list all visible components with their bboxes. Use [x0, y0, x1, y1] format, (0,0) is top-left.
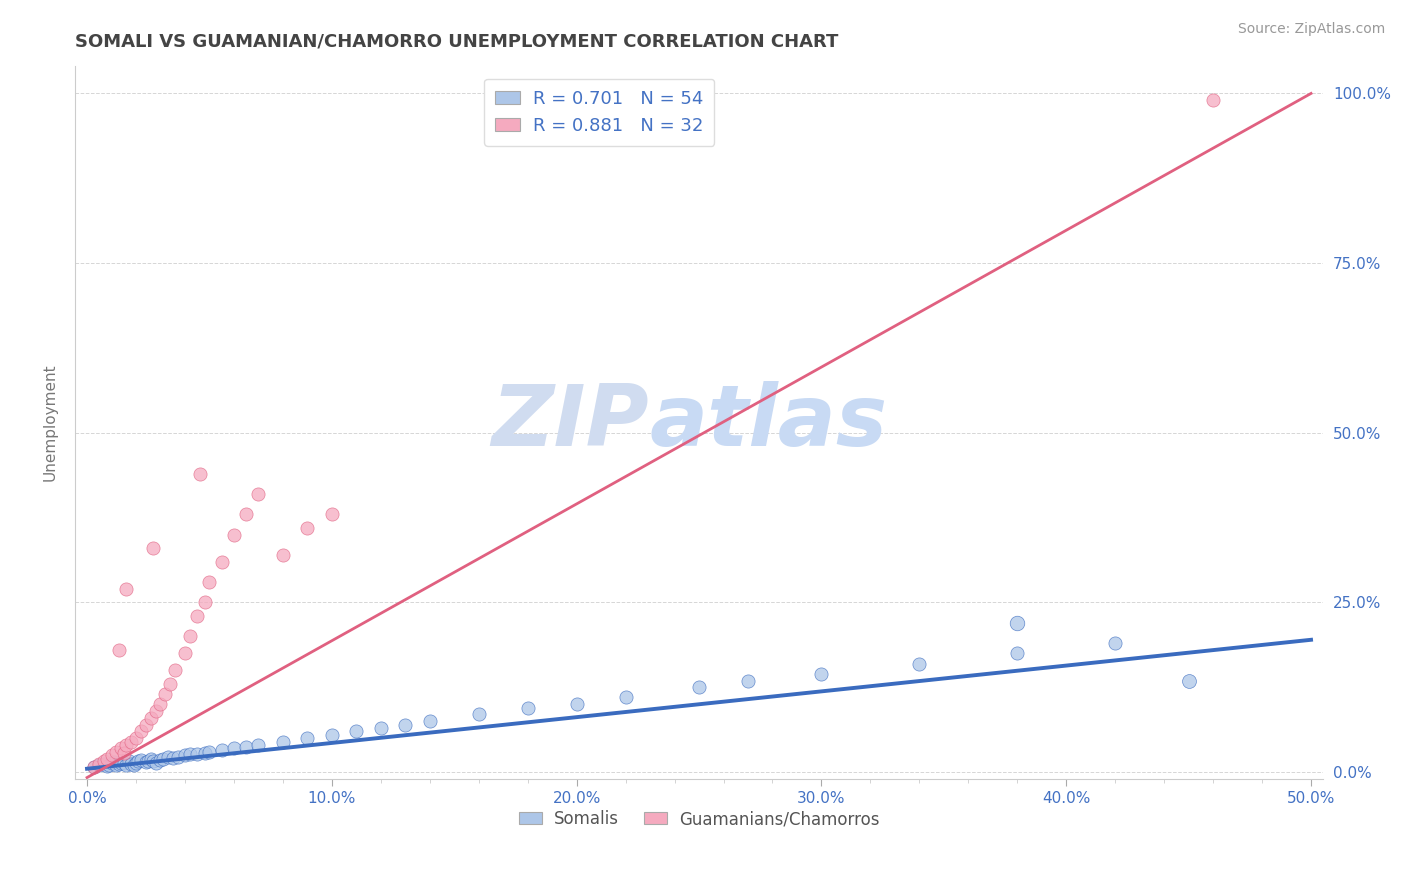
- Point: [1007, 646, 1029, 660]
- Point: [112, 746, 135, 760]
- Point: [297, 731, 319, 746]
- Point: [193, 595, 215, 609]
- Point: [198, 575, 221, 590]
- Point: [105, 758, 128, 772]
- Point: [211, 555, 233, 569]
- Point: [142, 541, 165, 556]
- Text: ZIP: ZIP: [492, 381, 650, 464]
- Point: [1177, 673, 1199, 688]
- Point: [166, 749, 188, 764]
- Point: [135, 755, 157, 769]
- Point: [115, 582, 138, 596]
- Point: [145, 704, 167, 718]
- Point: [165, 663, 187, 677]
- Point: [222, 741, 245, 756]
- Point: [394, 717, 416, 731]
- Point: [1202, 93, 1225, 107]
- Point: [89, 756, 111, 771]
- Point: [162, 751, 184, 765]
- Point: [89, 758, 111, 772]
- Point: [247, 738, 270, 752]
- Point: [129, 753, 152, 767]
- Point: [235, 507, 257, 521]
- Point: [688, 681, 710, 695]
- Point: [105, 745, 128, 759]
- Point: [186, 747, 208, 762]
- Point: [149, 698, 172, 712]
- Text: SOMALI VS GUAMANIAN/CHAMORRO UNEMPLOYMENT CORRELATION CHART: SOMALI VS GUAMANIAN/CHAMORRO UNEMPLOYMEN…: [75, 33, 838, 51]
- Point: [211, 743, 233, 757]
- Point: [174, 748, 197, 763]
- Point: [467, 707, 489, 722]
- Point: [110, 741, 132, 756]
- Point: [110, 756, 132, 770]
- Point: [614, 690, 637, 705]
- Point: [193, 746, 215, 760]
- Point: [271, 734, 294, 748]
- Point: [125, 731, 148, 746]
- Point: [145, 756, 167, 770]
- Point: [93, 754, 115, 768]
- Point: [120, 734, 142, 748]
- Point: [908, 657, 931, 671]
- Point: [565, 698, 588, 712]
- Point: [96, 751, 118, 765]
- Point: [98, 757, 121, 772]
- Point: [235, 739, 257, 754]
- Point: [127, 754, 149, 768]
- Point: [93, 756, 115, 771]
- Point: [152, 751, 174, 765]
- Point: [100, 756, 122, 771]
- Point: [186, 609, 208, 624]
- Point: [1104, 636, 1126, 650]
- Point: [179, 629, 201, 643]
- Point: [108, 643, 131, 657]
- Point: [419, 714, 441, 729]
- Point: [115, 757, 138, 772]
- Text: Source: ZipAtlas.com: Source: ZipAtlas.com: [1237, 22, 1385, 37]
- Point: [142, 754, 165, 768]
- Point: [174, 646, 197, 660]
- Point: [112, 756, 135, 771]
- Point: [96, 759, 118, 773]
- Point: [247, 487, 270, 501]
- Point: [297, 521, 319, 535]
- Point: [321, 728, 343, 742]
- Point: [370, 721, 392, 735]
- Point: [188, 467, 211, 481]
- Point: [83, 760, 105, 774]
- Text: atlas: atlas: [650, 381, 887, 464]
- Point: [103, 755, 125, 769]
- Point: [271, 548, 294, 562]
- Point: [139, 711, 162, 725]
- Point: [83, 760, 105, 774]
- Point: [156, 750, 179, 764]
- Point: [117, 754, 139, 768]
- Point: [135, 717, 157, 731]
- Point: [321, 507, 343, 521]
- Point: [516, 700, 538, 714]
- Point: [810, 666, 832, 681]
- Point: [1007, 615, 1029, 630]
- Point: [179, 747, 201, 761]
- Point: [125, 756, 148, 770]
- Point: [198, 745, 221, 759]
- Point: [222, 527, 245, 541]
- Legend: Somalis, Guamanians/Chamorros: Somalis, Guamanians/Chamorros: [512, 804, 886, 835]
- Point: [344, 724, 367, 739]
- Point: [120, 756, 142, 771]
- Point: [737, 673, 759, 688]
- Point: [136, 754, 159, 768]
- Y-axis label: Unemployment: Unemployment: [44, 364, 58, 482]
- Point: [155, 687, 177, 701]
- Point: [115, 738, 138, 752]
- Point: [139, 752, 162, 766]
- Point: [129, 724, 152, 739]
- Point: [108, 756, 131, 771]
- Point: [122, 758, 145, 772]
- Point: [149, 753, 172, 767]
- Point: [159, 677, 181, 691]
- Point: [100, 748, 122, 763]
